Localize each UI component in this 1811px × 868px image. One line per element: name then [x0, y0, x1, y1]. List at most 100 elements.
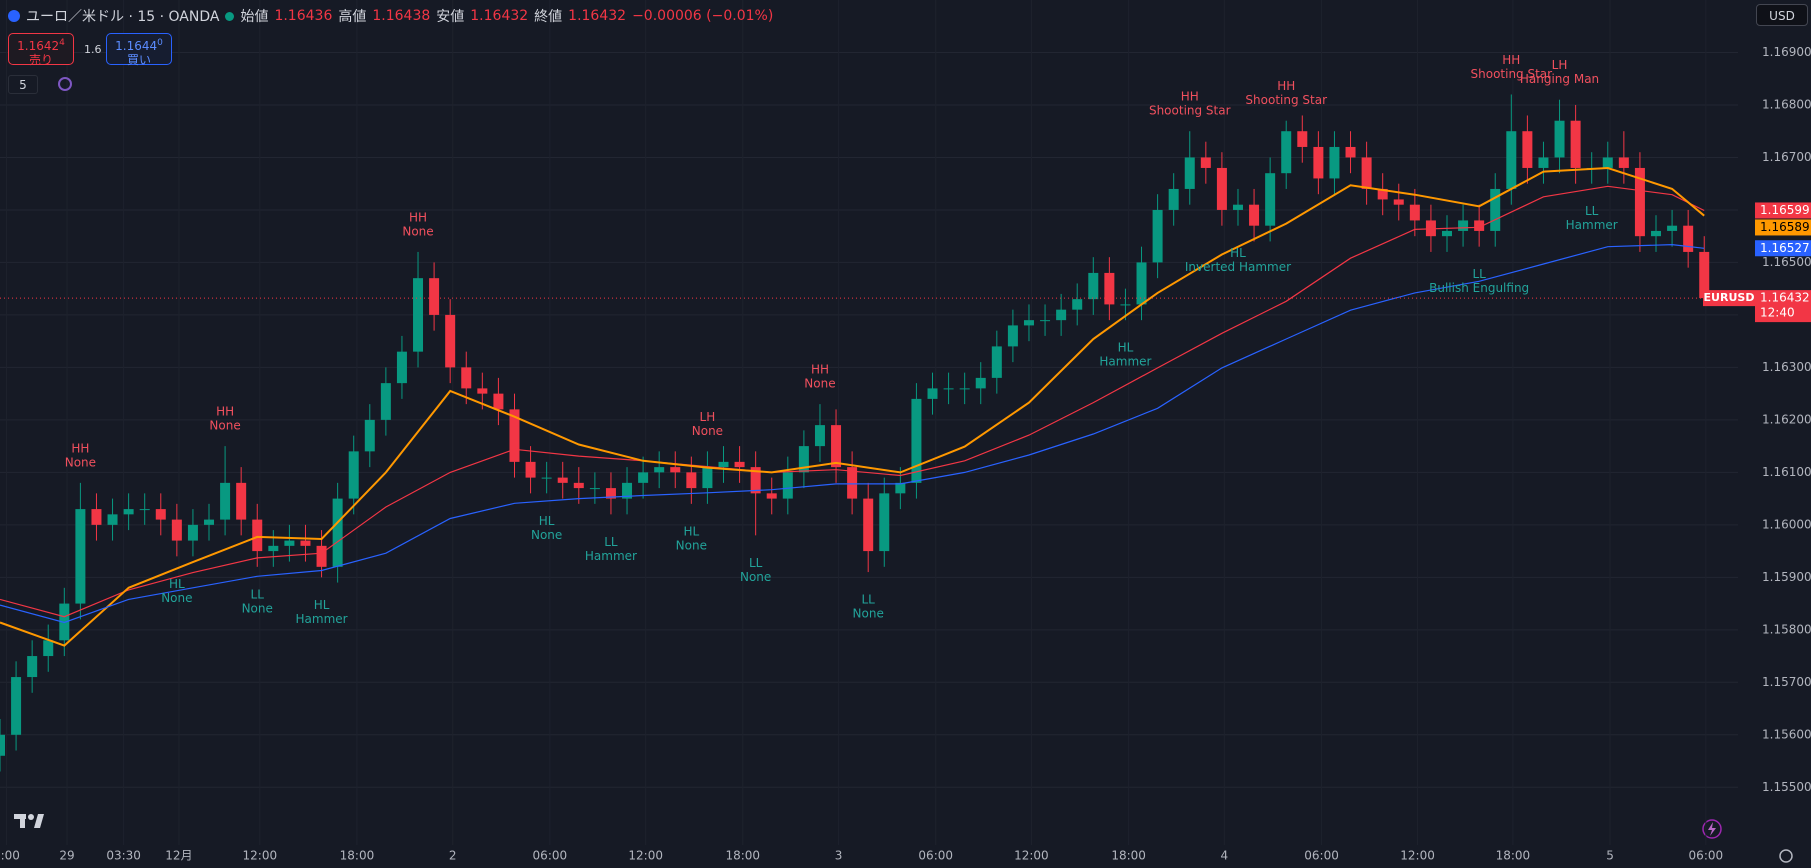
candle-body	[1168, 188, 1179, 210]
candle-body	[316, 545, 327, 567]
pattern-label: LH	[1552, 58, 1568, 72]
x-tick-label: 12:00	[628, 849, 663, 863]
sell-label: 売り	[28, 53, 53, 67]
candle-body	[766, 493, 777, 499]
sell-pip: 4	[59, 38, 65, 48]
candle-body	[1088, 272, 1099, 300]
sell-price: 1.1642	[17, 39, 60, 53]
candle-body	[782, 472, 793, 499]
candle-body	[364, 419, 375, 452]
candle-body	[1506, 131, 1517, 189]
x-tick-label: 03:30	[106, 849, 141, 863]
symbol-icon	[8, 10, 20, 22]
candle-body	[1232, 204, 1243, 210]
sell-button[interactable]: 1.16424 売り	[8, 33, 74, 67]
ma-tag: 1.16589	[1760, 220, 1810, 234]
y-tick-label: 1.16000	[1762, 517, 1811, 531]
candle-body	[477, 388, 488, 394]
candle-body	[123, 509, 134, 515]
candle-body	[1602, 157, 1613, 168]
candle-body	[1040, 320, 1051, 322]
moving-average-line	[0, 243, 1705, 624]
candle-body	[107, 514, 118, 525]
candle-body	[1554, 120, 1565, 158]
y-tick-label: 1.15800	[1762, 622, 1811, 636]
interval-dropdown[interactable]: 5	[8, 75, 38, 94]
pattern-label: HH	[409, 210, 427, 224]
ma-tag: 1.16599	[1760, 203, 1810, 217]
pattern-name: Hammer	[1566, 218, 1618, 232]
settings-icon[interactable]	[1779, 849, 1793, 863]
candle-body	[750, 467, 761, 494]
candle-body	[911, 398, 922, 483]
price-tag: 1.16432	[1760, 291, 1810, 305]
candle-body	[268, 545, 279, 552]
pattern-label: LL	[862, 593, 876, 607]
candle-body	[654, 467, 665, 473]
candle-body	[734, 461, 745, 468]
x-tick-label: 18:00	[725, 849, 760, 863]
high-value: 1.16438	[372, 8, 431, 24]
candle-body	[1329, 146, 1340, 179]
candle-body	[927, 388, 938, 399]
candle-body	[348, 451, 359, 499]
candle-body	[0, 734, 5, 756]
pattern-label: HH	[71, 441, 89, 455]
pattern-name: None	[242, 601, 273, 615]
candle-body	[1361, 157, 1372, 189]
pattern-label: HL	[539, 514, 555, 528]
candle-body	[236, 482, 247, 520]
candle-body	[1634, 167, 1645, 237]
candle-body	[895, 482, 906, 494]
close-label: 終値	[534, 9, 563, 25]
candle-body	[605, 488, 616, 499]
candle-body	[943, 388, 954, 390]
pattern-name: None	[531, 528, 562, 542]
pattern-label: LL	[1472, 267, 1486, 281]
candle-body	[220, 482, 231, 520]
candle-body	[1474, 220, 1485, 231]
y-tick-label: 1.15900	[1762, 570, 1811, 584]
grid	[0, 51, 1738, 788]
buy-pip: 0	[157, 38, 163, 48]
pattern-label: HH	[1277, 79, 1295, 93]
pattern-label: HL	[683, 524, 699, 538]
candle-body	[589, 488, 600, 490]
pattern-name: Shooting Star	[1471, 67, 1553, 81]
x-tick-label: 06:00	[1689, 849, 1724, 863]
candle-body	[75, 509, 86, 604]
candle-body	[991, 346, 1002, 378]
pattern-name: Inverted Hammer	[1185, 260, 1291, 274]
candle-body	[959, 388, 970, 390]
x-tick-label: 12:00	[1014, 849, 1049, 863]
candle-body	[1377, 188, 1388, 200]
candle-body	[1023, 320, 1034, 326]
candle-body	[573, 482, 584, 489]
pattern-name: None	[804, 377, 835, 391]
alert-icon[interactable]	[1702, 819, 1722, 839]
axes: 1.15500 1.15600 1.15700 1.15800 1.15900 1.160…	[0, 45, 1811, 863]
candle-body	[1667, 225, 1678, 231]
candle-body	[718, 461, 729, 468]
candle-body	[686, 472, 697, 489]
buy-button[interactable]: 1.16440 買い	[106, 33, 172, 67]
candle-body	[1072, 299, 1083, 310]
candle-body	[380, 383, 391, 420]
y-tick-label: 1.16900	[1762, 45, 1811, 59]
x-tick-label: 4	[1220, 849, 1228, 863]
currency-button[interactable]: USD	[1756, 4, 1808, 26]
candle-body	[171, 519, 182, 541]
candle-body	[1522, 131, 1533, 168]
sync-icon[interactable]	[57, 76, 73, 92]
candle-body	[863, 498, 874, 552]
pattern-label: LL	[1585, 204, 1599, 218]
pattern-name: None	[402, 224, 433, 238]
moving-average-line	[0, 185, 1705, 618]
candle-body	[1313, 146, 1324, 179]
candle-body	[187, 524, 198, 541]
candle-body	[396, 351, 407, 384]
pattern-label: LH	[700, 410, 716, 424]
candle-body	[1281, 131, 1292, 174]
market-status	[225, 11, 235, 21]
